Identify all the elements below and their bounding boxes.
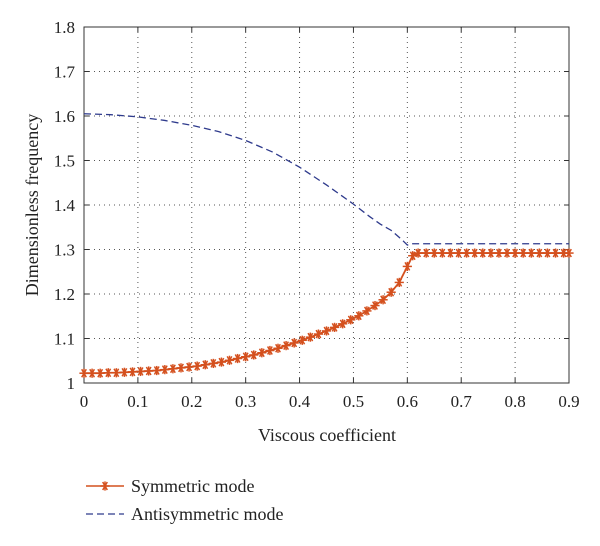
y-tick-label: 1 xyxy=(67,374,76,393)
data-point xyxy=(542,248,553,258)
data-point xyxy=(103,368,113,378)
data-point xyxy=(378,295,388,305)
y-tick-label: 1.5 xyxy=(54,152,75,171)
series-line-symmetric-mode xyxy=(84,252,569,375)
data-point xyxy=(338,319,348,329)
data-point xyxy=(152,365,162,376)
x-axis-label: Viscous coefficient xyxy=(258,425,396,445)
data-point xyxy=(413,248,423,258)
data-point xyxy=(394,277,404,288)
data-point xyxy=(135,366,146,377)
data-point xyxy=(265,345,275,356)
data-point xyxy=(518,248,528,258)
x-tick-label: 0.9 xyxy=(558,392,579,411)
data-point xyxy=(534,248,544,258)
x-tick-label: 0.7 xyxy=(451,392,473,411)
data-point xyxy=(402,261,412,272)
data-point xyxy=(502,248,512,258)
series-line-antisymmetric-mode xyxy=(83,113,569,246)
data-point xyxy=(510,248,520,258)
x-tick-label: 0.2 xyxy=(181,392,202,411)
y-tick-label: 1.7 xyxy=(54,63,76,82)
data-point xyxy=(176,363,186,373)
data-point xyxy=(429,248,439,258)
data-point xyxy=(200,360,210,370)
data-point xyxy=(281,341,291,351)
data-point xyxy=(362,306,372,316)
data-point xyxy=(216,357,227,367)
y-tick-label: 1.3 xyxy=(54,241,75,260)
data-point xyxy=(297,335,307,345)
data-point xyxy=(559,248,569,258)
data-point xyxy=(445,248,456,258)
data-point xyxy=(192,361,202,371)
data-point xyxy=(329,322,340,332)
data-point xyxy=(224,355,235,365)
data-point xyxy=(370,300,380,311)
legend: Symmetric mode Antisymmetric mode xyxy=(86,476,283,524)
y-tick-label: 1.4 xyxy=(54,196,76,215)
data-point xyxy=(478,248,488,258)
data-point xyxy=(95,368,105,378)
grid xyxy=(84,27,569,383)
x-tick-label: 0 xyxy=(80,392,89,411)
x-tick-label: 0.1 xyxy=(127,392,148,411)
y-tick-label: 1.8 xyxy=(54,18,75,37)
data-point xyxy=(249,350,259,360)
data-point xyxy=(79,368,89,378)
data-point xyxy=(289,338,299,348)
data-point xyxy=(208,358,218,369)
y-axis-ticks: 1 1.1 1.2 1.3 1.4 1.5 1.6 1.7 1.8 xyxy=(54,18,569,393)
data-point xyxy=(421,248,431,258)
x-tick-label: 0.4 xyxy=(289,392,311,411)
x-tick-label: 0.3 xyxy=(235,392,256,411)
data-point xyxy=(241,352,251,362)
data-point xyxy=(305,332,315,342)
data-point xyxy=(564,248,574,258)
legend-symmetric-label: Symmetric mode xyxy=(131,476,254,496)
y-tick-label: 1.2 xyxy=(54,285,75,304)
legend-antisymmetric-label: Antisymmetric mode xyxy=(131,504,283,524)
data-point xyxy=(550,248,561,258)
data-point xyxy=(321,326,332,336)
data-point xyxy=(346,315,356,325)
data-point xyxy=(453,248,464,258)
data-point xyxy=(184,362,194,372)
x-tick-label: 0.5 xyxy=(343,392,364,411)
data-point xyxy=(486,248,496,258)
data-point xyxy=(462,248,472,258)
y-tick-label: 1.6 xyxy=(54,107,75,126)
data-point xyxy=(437,248,447,258)
data-point xyxy=(494,248,504,258)
data-point xyxy=(127,367,138,377)
data-point xyxy=(354,311,364,321)
data-point xyxy=(144,366,154,376)
data-point xyxy=(313,329,324,339)
data-point xyxy=(257,348,267,358)
data-point xyxy=(526,248,536,258)
data-point xyxy=(232,353,243,364)
data-point xyxy=(160,365,170,375)
data-point xyxy=(111,368,121,378)
series-group xyxy=(79,113,574,378)
data-point xyxy=(386,287,396,297)
x-axis-ticks: 0 0.1 0.2 0.3 0.4 0.5 0.6 0.7 0.8 0.9 xyxy=(80,27,580,411)
legend-marker-asterisk xyxy=(100,481,110,491)
y-tick-label: 1.1 xyxy=(54,330,75,349)
data-point xyxy=(87,368,97,378)
data-point xyxy=(119,367,130,377)
data-point xyxy=(273,343,283,353)
x-tick-label: 0.8 xyxy=(504,392,525,411)
data-point xyxy=(470,248,480,258)
y-axis-label: Dimensionless frequency xyxy=(22,114,42,296)
data-point xyxy=(168,364,178,374)
legend-symmetric-marker xyxy=(100,481,110,491)
x-tick-label: 0.6 xyxy=(397,392,418,411)
